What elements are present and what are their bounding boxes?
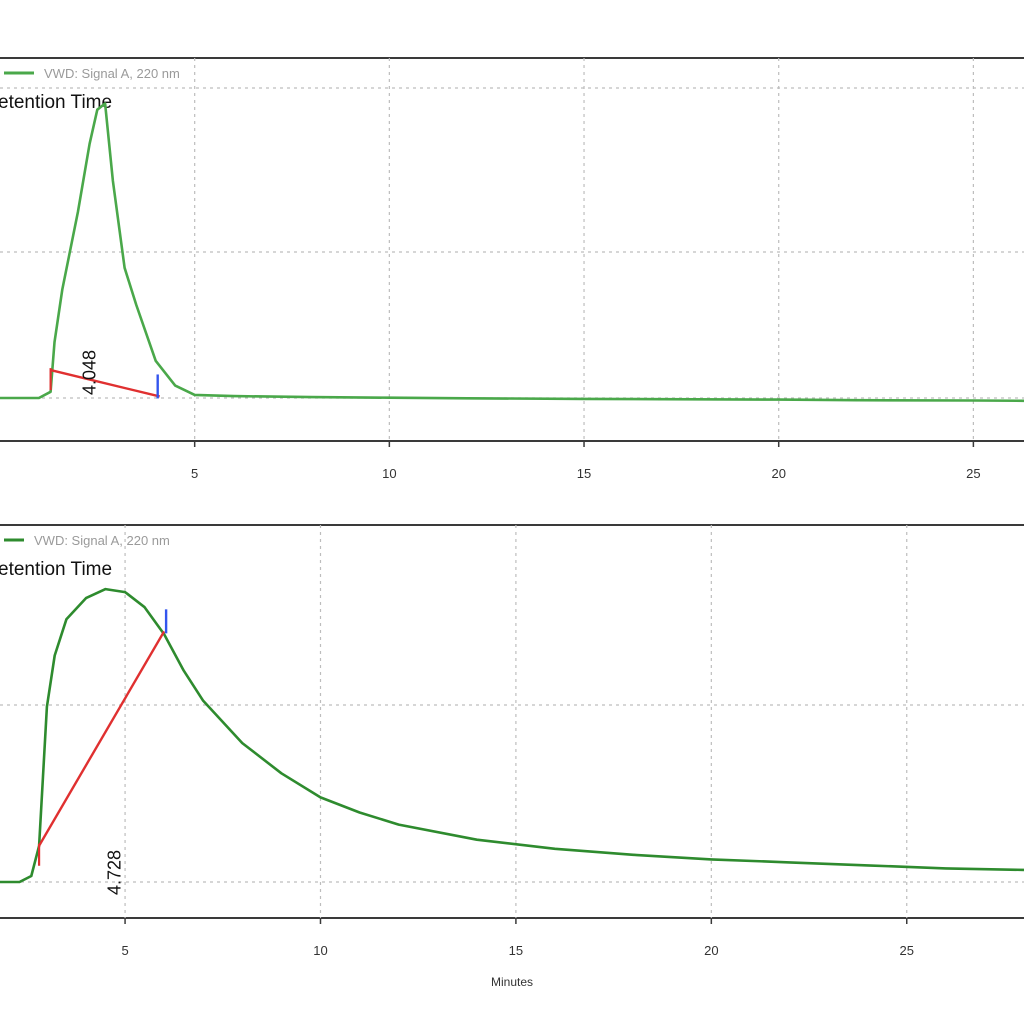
x-tick-label: 15 [577,466,591,481]
legend-label: VWD: Signal A, 220 nm [44,66,180,81]
x-tick-label: 25 [966,466,980,481]
x-tick-label: 15 [509,943,523,958]
signal-trace-group [0,587,1024,884]
x-tick-label: 5 [191,466,198,481]
peak-retention-label: 4.048 [80,350,100,395]
signal-trace [0,587,1024,884]
x-tick-label: 5 [121,943,128,958]
integration-baseline [50,368,160,398]
peak-labels: 4.048 [80,350,100,395]
grid-lines [0,525,1024,918]
x-tick-label: 25 [900,943,914,958]
peak-retention-label: 4.728 [104,850,124,895]
signal-trace-group [0,102,1024,403]
x-tick-label: 10 [313,943,327,958]
x-axis-ticks: 5 10 15 20 25 [191,441,981,481]
legend-label: VWD: Signal A, 220 nm [34,533,170,548]
retention-time-caption: etention Time [0,559,112,580]
retention-time-caption: etention Time [0,92,112,113]
x-tick-label: 20 [771,466,785,481]
chromatogram-panel-top: 5 10 15 20 25 VWD: Signal A, 220 nm etention… [0,57,1024,481]
x-axis-label: Minutes [491,975,533,989]
peak-labels: 4.728 [104,850,124,895]
grid-lines [0,58,1024,441]
x-tick-label: 10 [382,466,396,481]
x-axis-ticks: 5 10 15 20 25 [121,918,914,958]
chromatogram-panel-bottom: 5 10 15 20 25 VWD: Signal A, 220 nm etention… [0,524,1024,989]
signal-trace [0,102,1024,403]
integration-baseline [38,630,166,847]
x-tick-label: 20 [704,943,718,958]
